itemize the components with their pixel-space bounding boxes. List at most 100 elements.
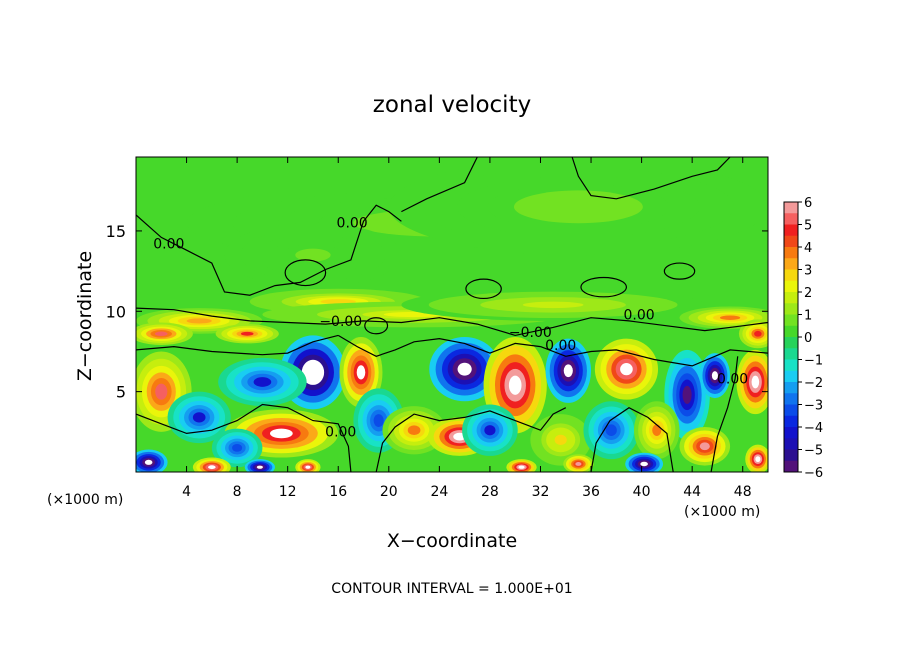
x-tick-label: 44 xyxy=(683,484,701,500)
field-contour-band xyxy=(540,197,617,217)
field-feature xyxy=(295,459,321,472)
colorbar-swatch xyxy=(784,370,798,383)
field-feature xyxy=(634,401,680,460)
x-tick-label: 36 xyxy=(582,484,600,500)
contour-label: 0.00 xyxy=(337,216,368,232)
field-contour-band xyxy=(144,459,153,465)
field-contour-band xyxy=(208,465,216,470)
x-tick-label: 28 xyxy=(481,484,499,500)
colorbar-tick-label: 5 xyxy=(804,219,812,234)
field-contour-band xyxy=(575,462,582,466)
zero-contour-loop xyxy=(284,259,327,287)
y-axis-label: Z−coordinate xyxy=(74,251,96,381)
field-contour-band xyxy=(269,428,293,439)
y-axis: 5 10 15 xyxy=(106,222,768,402)
contour-label: 0.00 xyxy=(153,237,184,253)
field-contour-band xyxy=(457,362,472,376)
field-contour-band xyxy=(518,465,525,469)
contour-labels: 0.000.00−0.00−0.000.000.000.000.00 xyxy=(153,216,748,441)
field-feature xyxy=(506,459,537,472)
colorbar-swatch xyxy=(784,382,798,394)
contour-label: −0.00 xyxy=(319,314,362,330)
field-feature xyxy=(136,322,193,346)
zero-contour-loop xyxy=(663,262,696,280)
zero-contour-line xyxy=(136,307,768,337)
field-contour-band xyxy=(306,364,320,380)
x-tick-label: 4 xyxy=(182,484,191,500)
field-contour-band xyxy=(554,434,567,445)
field-feature xyxy=(136,449,168,472)
colorbar-swatch xyxy=(784,415,798,428)
contour-label: 0.00 xyxy=(623,307,654,323)
field-feature xyxy=(224,222,402,288)
field-contour-band xyxy=(682,385,692,404)
zero-contour-lines xyxy=(136,157,768,472)
contour-label: 0.00 xyxy=(325,425,356,441)
field-contour-band xyxy=(356,365,366,380)
field-contour-band xyxy=(192,412,206,423)
field-feature xyxy=(215,324,279,344)
zero-contour-line xyxy=(571,157,731,200)
contour-interval-note: CONTOUR INTERVAL = 1.000E+01 xyxy=(331,581,572,597)
field-contour-band xyxy=(620,363,633,376)
colorbar-tick-label: −1 xyxy=(804,354,823,369)
field-contour-band xyxy=(711,371,718,381)
colorbar-swatch xyxy=(784,213,798,225)
colorbar-swatch xyxy=(784,224,798,237)
colorbar-swatch xyxy=(784,303,798,315)
field-contour-band xyxy=(305,465,311,469)
field-feature xyxy=(192,457,231,472)
field-feature xyxy=(738,319,768,349)
x-axis-label: X−coordinate xyxy=(387,530,517,552)
colorbar-swatch xyxy=(784,292,798,304)
field-feature xyxy=(699,353,731,399)
x-tick-label: 40 xyxy=(633,484,651,500)
field-contour-band xyxy=(652,424,662,437)
zero-contour-line xyxy=(136,403,352,472)
x-tick-label: 20 xyxy=(380,484,398,500)
field-feature xyxy=(401,288,705,321)
x-axis-unit-left: (×1000 m) xyxy=(47,492,123,508)
colorbar-swatch xyxy=(784,460,798,473)
field-contour-band xyxy=(563,364,573,378)
colorbar-swatch xyxy=(784,348,798,360)
field-contour-band xyxy=(755,456,761,463)
zero-contour-line xyxy=(540,346,768,367)
field-feature xyxy=(583,401,640,460)
chart-title: zonal velocity xyxy=(373,92,531,118)
zero-contour-line xyxy=(136,204,402,296)
zero-contour-line xyxy=(401,157,478,213)
colorbar-tick-label: −3 xyxy=(804,399,823,414)
colorbar-tick-label: 3 xyxy=(804,264,812,279)
x-axis-unit-right: (×1000 m) xyxy=(684,504,760,520)
zero-contour-line xyxy=(337,334,541,357)
x-tick-label: 24 xyxy=(430,484,448,500)
field-contour-band xyxy=(295,248,331,262)
zero-contour-loop xyxy=(364,317,389,335)
field-contour-band xyxy=(232,444,243,452)
y-tick-label: 10 xyxy=(106,302,126,321)
field-contour-band xyxy=(186,318,212,324)
zero-contour-line xyxy=(590,407,674,472)
colorbar-swatch xyxy=(784,393,798,405)
field-contour-band xyxy=(154,331,168,337)
zero-contour-loop xyxy=(465,278,502,300)
colorbar-swatch xyxy=(784,247,798,259)
plot-frame xyxy=(135,156,769,473)
colorbar-swatch xyxy=(784,269,798,282)
field-feature xyxy=(167,391,231,444)
field-contour-band xyxy=(407,425,421,436)
x-tick-label: 8 xyxy=(233,484,242,500)
x-tick-label: 48 xyxy=(734,484,752,500)
colorbar-tick-label: 4 xyxy=(804,241,812,256)
zero-contour-line xyxy=(375,407,567,472)
field-contour-band xyxy=(751,375,760,389)
field-contour-band xyxy=(605,424,617,437)
field-contour-band xyxy=(320,299,356,305)
colorbar-swatch xyxy=(784,202,798,214)
field-feature xyxy=(244,459,276,472)
colorbar-swatch xyxy=(784,359,798,372)
field-contour-band xyxy=(373,414,384,428)
zero-contour-loop xyxy=(580,276,628,298)
contour-label: 0.00 xyxy=(545,338,576,354)
